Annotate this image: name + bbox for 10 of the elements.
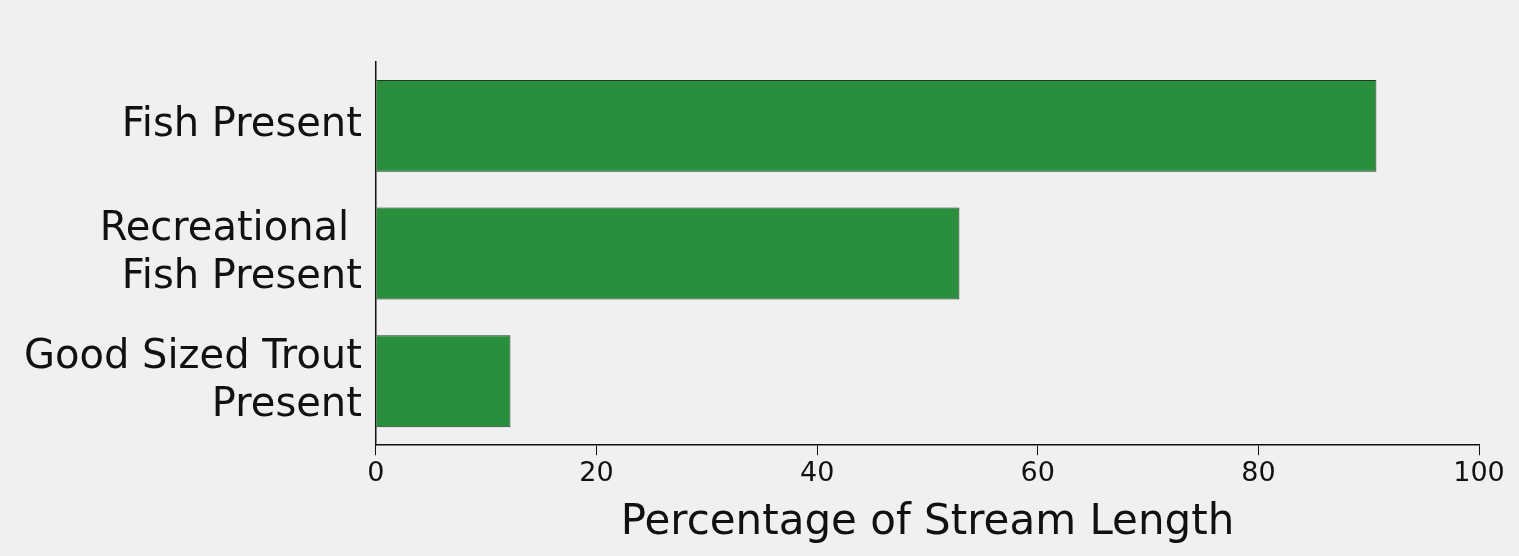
y-tick-label: Fish Present (121, 99, 362, 146)
y-tick-label: Good Sized Trout Present (24, 330, 362, 425)
x-tick-label: 40 (799, 456, 835, 488)
x-tick-label: 80 (1241, 456, 1276, 488)
x-tick-label: 60 (1020, 456, 1055, 488)
x-tick-label: 100 (1453, 456, 1505, 488)
x-tick-label: 20 (579, 456, 614, 488)
x-axis-title: Percentage of Stream Length (620, 494, 1235, 544)
x-tick-label: 0 (367, 456, 385, 488)
y-tick-label: Recreational Fish Present (99, 202, 362, 297)
